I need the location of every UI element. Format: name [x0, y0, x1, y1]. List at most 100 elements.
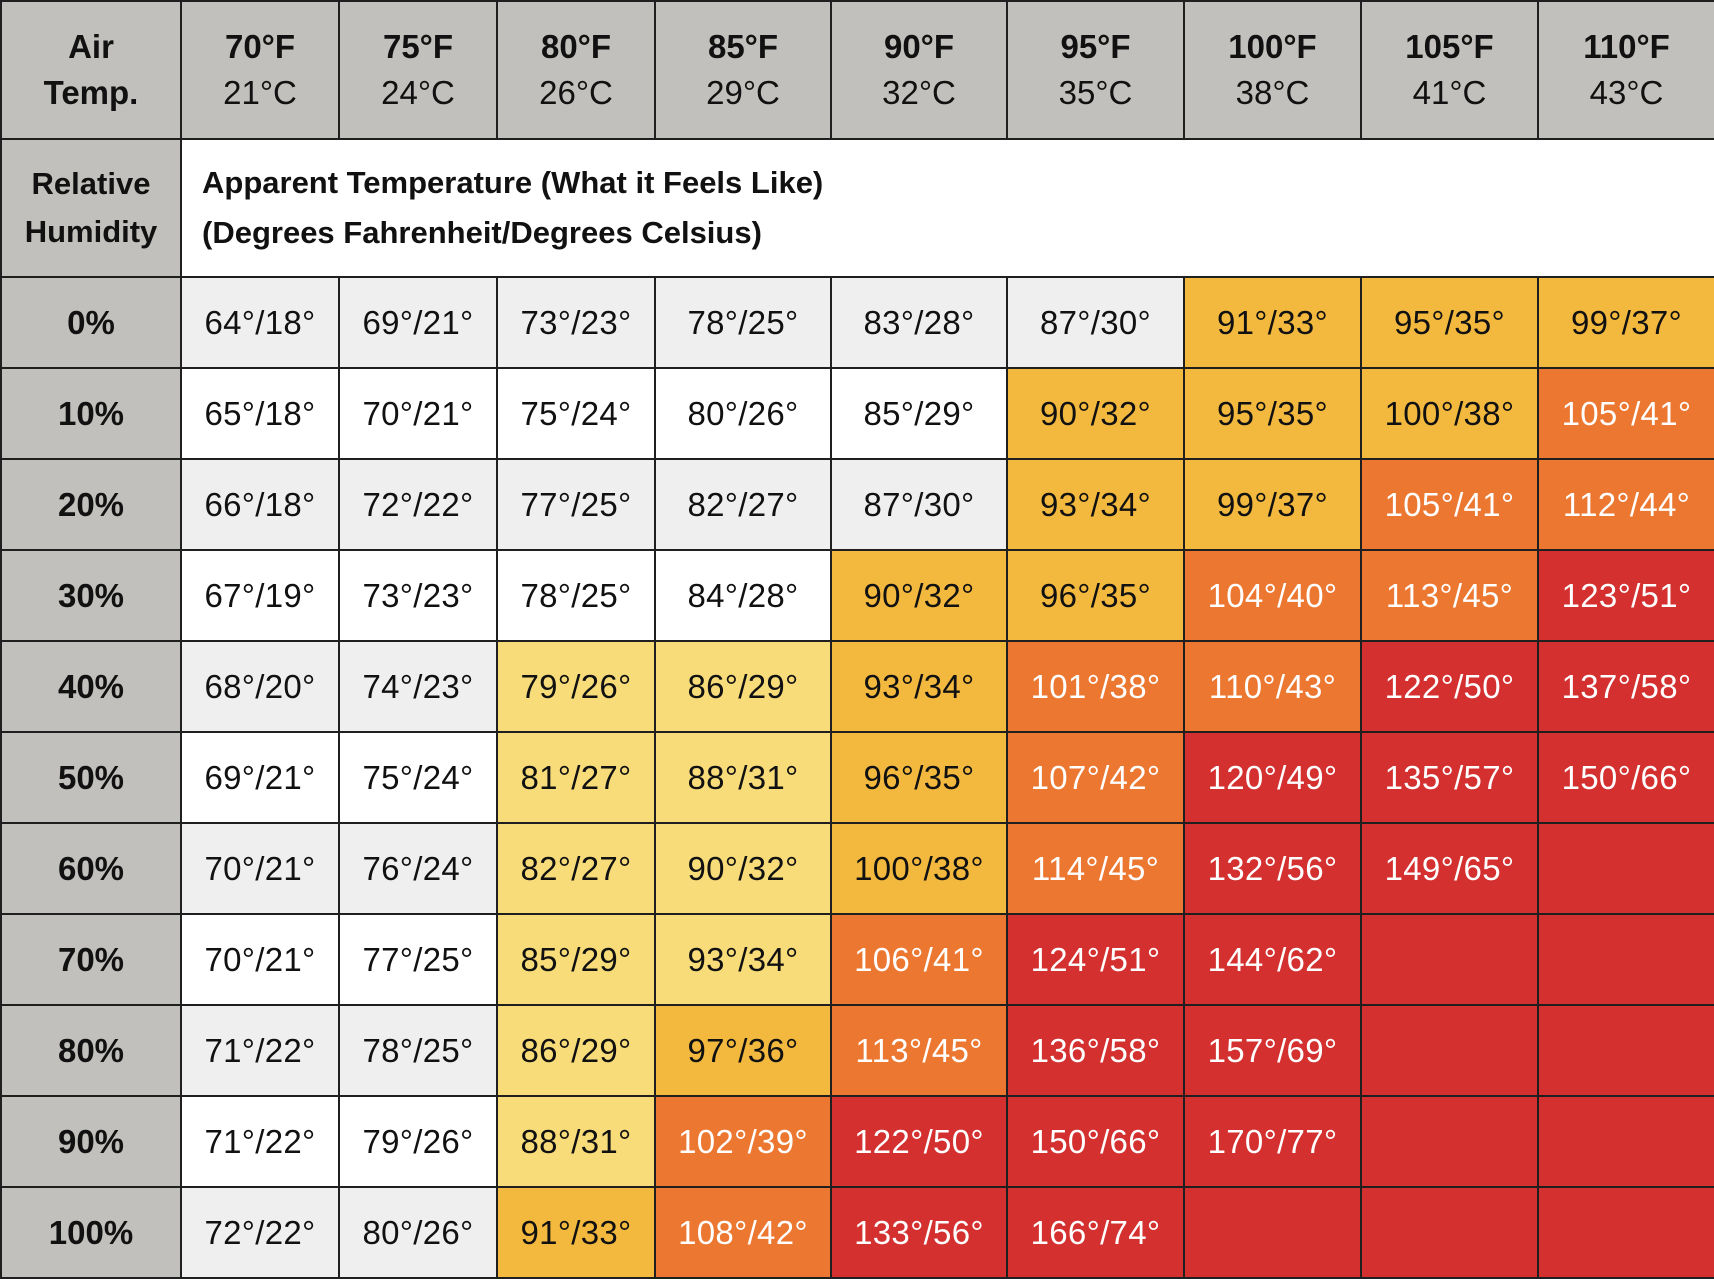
apparent-temp-cell: 144°/62° — [1183, 913, 1362, 1006]
apparent-temp-cell: 91°/33° — [1183, 276, 1362, 369]
air-temp-header: 90°F 32°C — [830, 0, 1008, 140]
apparent-temp-cell — [1537, 822, 1714, 915]
apparent-temp-cell: 101°/38° — [1006, 640, 1185, 733]
apparent-temp-cell: 157°/69° — [1183, 1004, 1362, 1097]
air-temp-label-line2: Temp. — [43, 74, 139, 111]
apparent-temp-cell: 86°/29° — [496, 1004, 656, 1097]
apparent-temp-cell: 85°/29° — [496, 913, 656, 1006]
temp-fahrenheit: 100°F — [1228, 27, 1317, 65]
air-temp-header: 105°F 41°C — [1360, 0, 1539, 140]
apparent-temp-cell — [1360, 1004, 1539, 1097]
apparent-temp-cell: 170°/77° — [1183, 1095, 1362, 1188]
air-temp-label-line1: Air — [68, 28, 114, 66]
apparent-temp-cell: 72°/22° — [180, 1186, 340, 1279]
apparent-temp-cell: 112°/44° — [1537, 458, 1714, 551]
air-temp-header: 100°F 38°C — [1183, 0, 1362, 140]
table-row: 10% 65°/18° 70°/21° 75°/24° 80°/26° 85°/29° 90… — [0, 367, 1714, 460]
apparent-temp-cell: 105°/41° — [1537, 367, 1714, 460]
apparent-temp-cell: 69°/21° — [180, 731, 340, 824]
temp-celsius: 38°C — [1235, 74, 1310, 111]
table-row: 50% 69°/21° 75°/24° 81°/27° 88°/31° 96°/35° 10… — [0, 731, 1714, 824]
air-temp-header: 80°F 26°C — [496, 0, 656, 140]
temp-fahrenheit: 85°F — [707, 27, 779, 65]
apparent-temp-cell: 69°/21° — [338, 276, 498, 369]
apparent-temp-cell: 136°/58° — [1006, 1004, 1185, 1097]
humidity-label: 70% — [0, 913, 182, 1006]
title-line1: Apparent Temperature (What it Feels Like… — [202, 165, 824, 201]
temp-fahrenheit: 90°F — [883, 27, 955, 65]
apparent-temp-cell: 85°/29° — [830, 367, 1008, 460]
apparent-temp-cell: 64°/18° — [180, 276, 340, 369]
apparent-temp-cell: 122°/50° — [830, 1095, 1008, 1188]
apparent-temp-cell: 88°/31° — [496, 1095, 656, 1188]
temp-celsius: 32°C — [882, 74, 956, 111]
apparent-temp-cell: 90°/32° — [1006, 367, 1185, 460]
apparent-temp-cell: 124°/51° — [1006, 913, 1185, 1006]
apparent-temp-cell: 102°/39° — [654, 1095, 832, 1188]
apparent-temp-cell: 80°/26° — [338, 1186, 498, 1279]
rh-label-line2: Humidity — [24, 214, 158, 249]
apparent-temp-cell: 96°/35° — [1006, 549, 1185, 642]
apparent-temp-cell: 77°/25° — [338, 913, 498, 1006]
apparent-temperature-title: Apparent Temperature (What it Feels Like… — [180, 138, 1714, 278]
apparent-temp-cell: 65°/18° — [180, 367, 340, 460]
air-temp-header: 110°F 43°C — [1537, 0, 1714, 140]
table-row: 0% 64°/18° 69°/21° 73°/23° 78°/25° 83°/28° 87°… — [0, 276, 1714, 369]
apparent-temp-cell: 70°/21° — [180, 913, 340, 1006]
header-row: Air Temp. 70°F 21°C 75°F 24°C 80°F 26°C 85°F 29… — [0, 0, 1714, 140]
apparent-temp-cell: 107°/42° — [1006, 731, 1185, 824]
apparent-temp-cell: 93°/34° — [654, 913, 832, 1006]
apparent-temp-cell: 84°/28° — [654, 549, 832, 642]
rh-label-line1: Relative — [31, 165, 151, 201]
temp-celsius: 41°C — [1412, 74, 1487, 111]
apparent-temp-cell: 73°/23° — [338, 549, 498, 642]
apparent-temp-cell: 122°/50° — [1360, 640, 1539, 733]
temp-celsius: 21°C — [223, 74, 297, 111]
apparent-temp-cell: 137°/58° — [1537, 640, 1714, 733]
apparent-temp-cell: 123°/51° — [1537, 549, 1714, 642]
humidity-label: 40% — [0, 640, 182, 733]
apparent-temp-cell: 82°/27° — [496, 822, 656, 915]
temp-celsius: 24°C — [381, 74, 455, 111]
apparent-temp-cell: 105°/41° — [1360, 458, 1539, 551]
apparent-temp-cell: 80°/26° — [654, 367, 832, 460]
humidity-label: 90% — [0, 1095, 182, 1188]
apparent-temp-cell: 110°/43° — [1183, 640, 1362, 733]
temp-celsius: 26°C — [539, 74, 613, 111]
apparent-temp-cell: 97°/36° — [654, 1004, 832, 1097]
apparent-temp-cell: 72°/22° — [338, 458, 498, 551]
apparent-temp-cell: 150°/66° — [1537, 731, 1714, 824]
apparent-temp-cell: 100°/38° — [830, 822, 1008, 915]
apparent-temp-cell: 93°/34° — [830, 640, 1008, 733]
apparent-temp-cell: 113°/45° — [1360, 549, 1539, 642]
apparent-temp-cell: 99°/37° — [1537, 276, 1714, 369]
humidity-label: 20% — [0, 458, 182, 551]
apparent-temp-cell: 132°/56° — [1183, 822, 1362, 915]
apparent-temp-cell: 78°/25° — [496, 549, 656, 642]
apparent-temp-cell — [1360, 1186, 1539, 1279]
apparent-temp-cell: 70°/21° — [338, 367, 498, 460]
temp-fahrenheit: 80°F — [540, 27, 612, 65]
apparent-temp-cell: 86°/29° — [654, 640, 832, 733]
apparent-temp-cell: 74°/23° — [338, 640, 498, 733]
apparent-temp-cell: 90°/32° — [654, 822, 832, 915]
apparent-temp-cell: 88°/31° — [654, 731, 832, 824]
temp-celsius: 29°C — [706, 74, 780, 111]
apparent-temp-cell: 83°/28° — [830, 276, 1008, 369]
apparent-temp-cell: 135°/57° — [1360, 731, 1539, 824]
apparent-temp-cell: 78°/25° — [654, 276, 832, 369]
subheader-row: Relative Humidity Apparent Temperature (… — [0, 138, 1714, 278]
apparent-temp-cell: 104°/40° — [1183, 549, 1362, 642]
apparent-temp-cell: 82°/27° — [654, 458, 832, 551]
table-row: 20% 66°/18° 72°/22° 77°/25° 82°/27° 87°/30° 93… — [0, 458, 1714, 551]
apparent-temp-cell: 87°/30° — [830, 458, 1008, 551]
apparent-temp-cell: 113°/45° — [830, 1004, 1008, 1097]
temp-fahrenheit: 95°F — [1060, 27, 1131, 65]
air-temp-header: 70°F 21°C — [180, 0, 340, 140]
humidity-label: 60% — [0, 822, 182, 915]
apparent-temp-cell: 71°/22° — [180, 1095, 340, 1188]
apparent-temp-cell: 100°/38° — [1360, 367, 1539, 460]
air-temp-header: 75°F 24°C — [338, 0, 498, 140]
temp-fahrenheit: 75°F — [382, 27, 454, 65]
